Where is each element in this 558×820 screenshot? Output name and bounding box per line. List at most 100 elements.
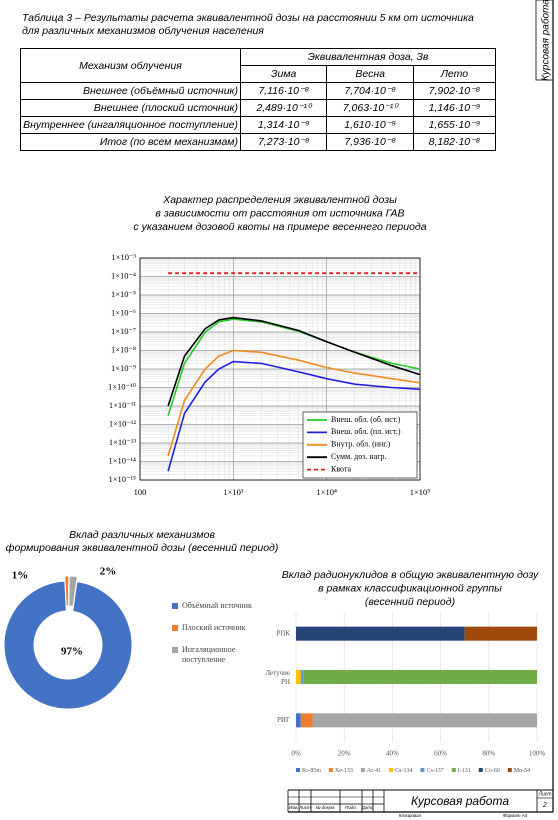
legend-swatch <box>389 768 394 772</box>
legend-label: Ar-41 <box>367 768 381 774</box>
header-cell: Весна <box>326 65 414 83</box>
legend-label: Kr-85m <box>302 768 321 774</box>
chart-title: с указанием дозовой квоты на примере вес… <box>133 221 426 233</box>
bar-segment <box>300 713 313 728</box>
x-tick-label: 80% <box>482 750 495 758</box>
table-row: Итог (по всем механизмам) 7,273·10⁻⁸ 7,936… <box>20 133 497 151</box>
table-cell: 7,902·10⁻⁸ <box>412 82 497 100</box>
y-tick-label-line: Летучие <box>265 669 290 677</box>
chart-title: в зависимости от расстояния от источника… <box>155 207 404 219</box>
legend-label: Плоский источник <box>182 623 246 632</box>
caption-line: Таблица 3 – Результаты расчета эквивален… <box>22 12 474 24</box>
table-cell: 1,610·10⁻⁹ <box>326 116 414 134</box>
y-tick-label: 1×10⁻⁹ <box>111 363 136 373</box>
bar-segment <box>296 713 301 728</box>
chart-title: в рамках классификационной группы <box>318 582 502 594</box>
legend-swatch <box>360 768 365 772</box>
legend-label: Mn-54 <box>514 768 530 774</box>
stamp-title: Курсовая работа <box>411 794 509 808</box>
stamp-col: Изм. <box>289 805 299 810</box>
legend-label: Ингаляционное поступление <box>182 645 236 664</box>
legend-label: Внеш. обл. (пл. ист.) <box>331 427 401 436</box>
y-tick-label: 1×10⁻⁸ <box>111 344 136 354</box>
legend-swatch <box>507 768 512 772</box>
donut-slice <box>68 575 78 607</box>
stamp-col: № докум. <box>316 805 336 810</box>
y-tick-label: 1×10⁻¹¹ <box>109 400 137 410</box>
bar-segment <box>300 670 304 684</box>
legend-label-line: поступление <box>182 655 226 664</box>
bar-segment <box>296 626 465 641</box>
y-tick-label: 1×10⁻¹² <box>109 418 137 428</box>
chart-title: Характер распределения эквивалентной доз… <box>162 194 397 206</box>
stamp-format: Формат А4 <box>503 813 528 818</box>
chart-title: Вклад радионуклидов в общую эквивалентну… <box>282 569 539 581</box>
stamp-copied: Копировал <box>399 813 422 818</box>
y-tick-label: 1×10⁻¹⁰ <box>108 381 137 391</box>
donut-slice <box>3 580 133 710</box>
table-cell: Итог (по всем механизмам) <box>20 133 241 151</box>
y-tick-label: РИГ <box>277 716 290 724</box>
data-label: 1% <box>12 570 29 582</box>
table-cell: 7,063·10⁻¹⁰ <box>326 99 414 117</box>
legend-swatch <box>296 768 300 772</box>
x-tick-label: 0% <box>291 750 301 758</box>
legend-label: Xe-133 <box>335 768 353 774</box>
legend-swatch <box>172 625 178 631</box>
legend-label: Cs-134 <box>395 768 412 774</box>
y-tick-label: 1×10⁻¹³ <box>109 437 137 447</box>
table-cell: 1,146·10⁻⁹ <box>412 99 497 117</box>
x-tick-label: 100 <box>134 487 147 497</box>
table-cell: 1,655·10⁻⁹ <box>412 116 497 134</box>
table-cell: 7,704·10⁻⁸ <box>326 82 414 100</box>
legend-label: Сумм. доз. нагр. <box>331 452 387 461</box>
data-label: 97% <box>61 646 83 658</box>
data-label: 2% <box>100 566 117 578</box>
y-tick-label: 1×10⁻⁴ <box>111 270 136 280</box>
legend-label: Внеш. обл. (об. ист.) <box>331 415 401 424</box>
legend-swatch <box>328 768 333 772</box>
y-tick-label: 1×10⁻⁶ <box>111 307 136 317</box>
caption-line: для различных механизмов облучения насел… <box>22 25 264 37</box>
legend-label: Внутр. обл. (инг.) <box>331 440 391 449</box>
legend-swatch <box>172 603 178 609</box>
y-tick-label: 1×10⁻⁷ <box>111 326 136 336</box>
bar-segment <box>303 670 537 684</box>
table-row: Внутреннее (ингаляционное поступление) 1,… <box>20 116 497 134</box>
y-tick-label: Летучие РН <box>265 669 290 686</box>
legend-label: Co-60 <box>485 768 500 774</box>
header-cell: Механизм облучения <box>20 48 241 83</box>
legend-swatch <box>172 647 178 653</box>
table-cell: 7,273·10⁻⁸ <box>239 133 328 151</box>
x-tick-label: 1×10⁵ <box>410 487 431 497</box>
x-tick-label: 1×10³ <box>223 487 244 497</box>
x-tick-label: 60% <box>434 750 447 758</box>
legend-label: Объёмный источник <box>182 601 252 610</box>
y-tick-label: РПК <box>276 629 290 637</box>
table-cell: 8,182·10⁻⁸ <box>412 133 497 151</box>
table-caption: Таблица 3 – Результаты расчета эквивален… <box>22 12 474 38</box>
series-line <box>167 349 421 457</box>
legend-label-line: Ингаляционное <box>182 645 236 654</box>
y-tick-label: 1×10⁻¹⁴ <box>108 455 136 465</box>
y-tick-label: 1×10⁻³ <box>111 252 136 262</box>
series-line <box>167 360 421 472</box>
x-tick-label: 20% <box>338 750 351 758</box>
stamp-col: Лист <box>298 805 311 810</box>
chart-title: формирования эквивалентной дозы (весенни… <box>6 542 279 554</box>
stamp-sheet: 2 <box>542 802 547 809</box>
legend-label: Cs-137 <box>426 768 443 774</box>
chart-title: (весенний период) <box>365 596 455 608</box>
bar-segment <box>312 713 537 728</box>
y-tick-label: 1×10⁻¹⁵ <box>108 474 136 484</box>
stamp-col: Дата <box>361 805 374 810</box>
bar-segment <box>464 626 537 641</box>
y-tick-label: 1×10⁻⁵ <box>111 289 136 299</box>
x-tick-label: 1×10⁴ <box>316 487 337 497</box>
legend-swatch <box>451 768 456 772</box>
series-line <box>167 316 421 407</box>
table-cell: 7,936·10⁻⁸ <box>326 133 414 151</box>
x-tick-label: 40% <box>386 750 399 758</box>
